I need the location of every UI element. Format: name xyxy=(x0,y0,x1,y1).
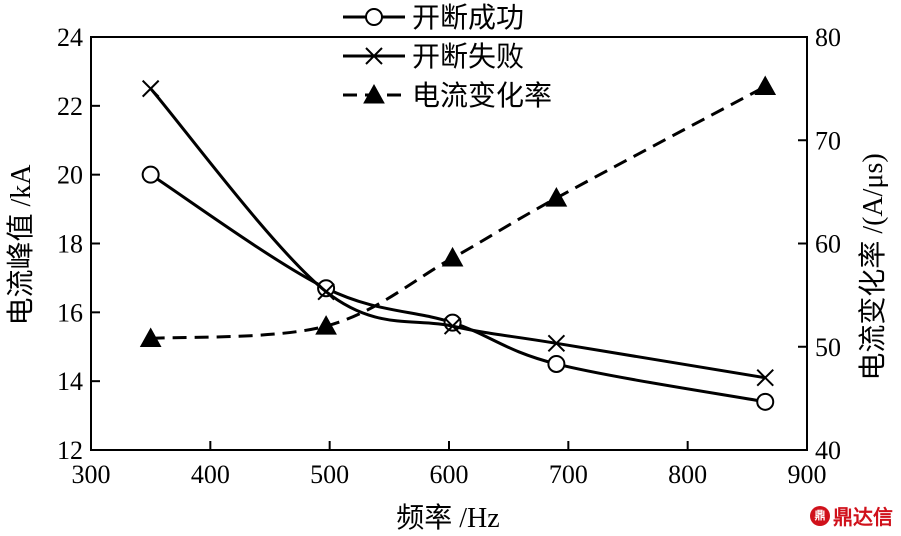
x-axis-title: 频率 /Hz xyxy=(396,502,499,534)
series-line xyxy=(149,173,766,404)
watermark-logo-icon: 鼎 xyxy=(810,505,830,526)
series-1 xyxy=(141,165,775,411)
watermark: 鼎 鼎达信 xyxy=(810,501,893,530)
x-tick-label: 800 xyxy=(668,460,707,489)
data-point xyxy=(545,187,568,207)
data-point xyxy=(139,327,162,347)
x-axis: 300 400 500 600 700 800 900 xyxy=(72,441,827,489)
y-tick-label: 18 xyxy=(57,230,83,259)
data-point xyxy=(315,315,337,335)
series-3 xyxy=(139,75,777,347)
legend-item: 开断失败 xyxy=(343,41,524,73)
legend-marker xyxy=(363,83,385,104)
data-point xyxy=(547,354,566,373)
x-tick-label: 600 xyxy=(430,460,469,489)
series-line xyxy=(150,85,766,340)
y-tick-label: 16 xyxy=(57,298,83,327)
x-tick-label: 500 xyxy=(310,460,349,489)
data-point xyxy=(317,282,335,301)
y2-tick-label: 50 xyxy=(815,333,841,362)
legend-label: 开断成功 xyxy=(412,2,524,34)
data-point xyxy=(754,75,777,96)
x-tick-label: 400 xyxy=(191,460,230,489)
watermark-text: 鼎达信 xyxy=(833,505,893,529)
y-axis-right: 40 50 60 70 80 xyxy=(798,23,841,465)
series-layer xyxy=(139,75,777,411)
data-point xyxy=(441,246,464,267)
y-axis-left-title: 电流峰值 /kA xyxy=(5,164,37,326)
legend-marker xyxy=(365,47,383,65)
y2-tick-label: 80 xyxy=(815,23,841,52)
x-tick-label: 900 xyxy=(788,460,827,489)
y-tick-label: 24 xyxy=(57,23,83,52)
legend-item: 开断成功 xyxy=(343,2,524,34)
data-point xyxy=(756,369,774,387)
y-tick-label: 22 xyxy=(57,92,83,121)
series-line xyxy=(149,87,766,380)
series-2 xyxy=(141,79,774,387)
legend-label: 开断失败 xyxy=(412,41,524,73)
y2-tick-label: 40 xyxy=(815,436,841,465)
x-tick-label: 300 xyxy=(72,460,111,489)
y-tick-label: 12 xyxy=(57,436,83,465)
y-axis-right-title: 电流变化率 /(A/μs) xyxy=(857,153,889,380)
data-point xyxy=(141,79,160,98)
legend-item: 电流变化率 xyxy=(343,80,552,112)
data-point xyxy=(443,317,462,335)
x-tick-label: 700 xyxy=(549,460,588,489)
y-tick-label: 14 xyxy=(57,367,83,396)
y-axis-left: 12 14 16 18 20 22 24 xyxy=(57,23,100,465)
y2-tick-label: 70 xyxy=(815,126,841,155)
y2-tick-label: 60 xyxy=(815,230,841,259)
legend-marker xyxy=(365,8,383,26)
data-point xyxy=(547,334,566,353)
y-tick-label: 20 xyxy=(57,161,83,190)
data-point xyxy=(317,279,336,298)
data-point xyxy=(756,392,775,411)
data-point xyxy=(141,165,160,184)
legend-label: 电流变化率 xyxy=(412,80,552,112)
